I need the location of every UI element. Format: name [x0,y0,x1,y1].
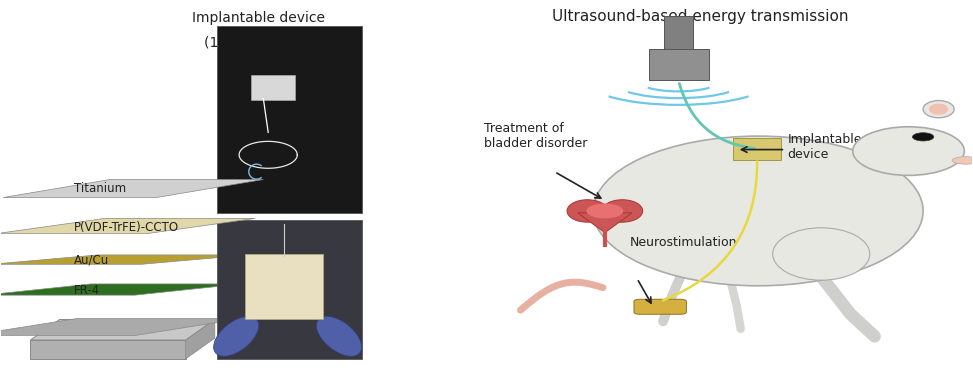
Text: Titanium: Titanium [74,182,126,195]
FancyBboxPatch shape [245,254,322,319]
Polygon shape [186,319,215,359]
Ellipse shape [567,200,608,222]
Polygon shape [30,319,215,340]
Ellipse shape [214,316,259,356]
Polygon shape [0,319,242,336]
Ellipse shape [594,136,923,286]
Text: Treatment of
bladder disorder: Treatment of bladder disorder [484,122,587,150]
Ellipse shape [953,157,973,164]
Ellipse shape [602,200,643,222]
FancyBboxPatch shape [664,16,693,50]
Text: Neurostimulation: Neurostimulation [631,236,738,249]
Ellipse shape [587,204,624,218]
Circle shape [913,133,934,141]
Text: P(VDF-TrFE)-CCTO: P(VDF-TrFE)-CCTO [74,221,179,234]
FancyBboxPatch shape [649,49,708,80]
Text: (17x17x5 mm³): (17x17x5 mm³) [204,35,312,49]
Ellipse shape [316,316,362,356]
Ellipse shape [852,127,964,175]
FancyBboxPatch shape [217,220,362,359]
FancyBboxPatch shape [733,138,781,160]
FancyBboxPatch shape [251,75,296,100]
FancyBboxPatch shape [217,26,362,213]
Text: Au/Cu: Au/Cu [74,253,109,266]
Polygon shape [3,179,264,198]
Polygon shape [0,218,255,233]
Polygon shape [0,255,248,264]
Ellipse shape [773,228,870,280]
FancyBboxPatch shape [634,299,686,314]
Polygon shape [578,213,632,233]
Text: FR-4: FR-4 [74,284,100,297]
Text: Implantable
device: Implantable device [787,133,862,161]
Polygon shape [30,340,186,359]
Polygon shape [0,284,241,295]
Text: Ultrasound-based energy transmission: Ultrasound-based energy transmission [552,9,848,24]
Text: Implantable device: Implantable device [192,11,325,25]
Ellipse shape [923,101,955,118]
Ellipse shape [929,104,949,115]
